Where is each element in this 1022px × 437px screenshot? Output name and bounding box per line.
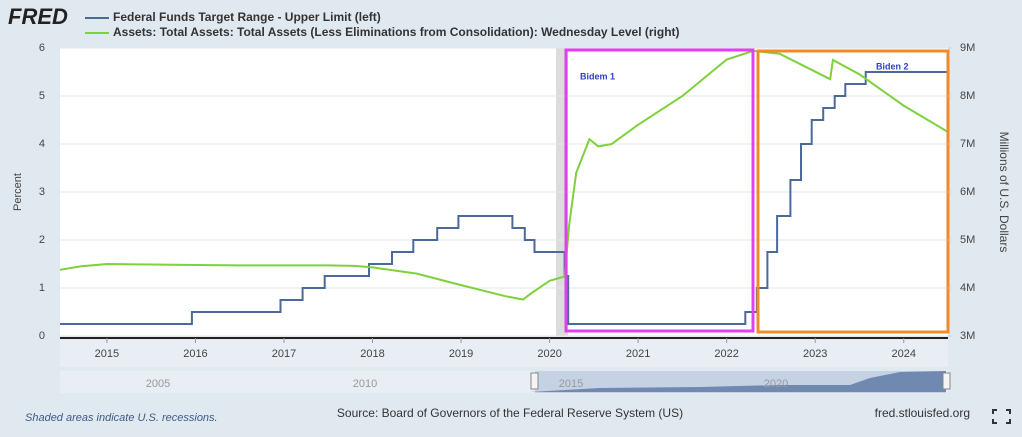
x-tick-label: 2023: [803, 348, 827, 360]
x-tick-label: 2015: [95, 348, 119, 360]
x-tick-label: 2019: [449, 348, 473, 360]
x-tick-label: 2024: [891, 348, 915, 360]
y-tick-label: 1: [39, 282, 45, 294]
y-tick-label: 6: [39, 42, 45, 54]
y-tick-label: 5: [39, 90, 45, 102]
y-tick-label: 4: [39, 138, 45, 150]
y2-tick-label: 6M: [960, 186, 975, 198]
navigator-label: 2010: [353, 378, 377, 390]
x-tick-label: 2018: [360, 348, 384, 360]
navigator-label: 2005: [146, 378, 170, 390]
y2-tick-label: 7M: [960, 138, 975, 150]
source-url: fred.stlouisfed.org: [875, 406, 970, 420]
y-axis-label: Percent: [12, 173, 24, 211]
source: Source: Board of Governors of the Federa…: [337, 406, 683, 420]
y-tick-label: 3: [39, 186, 45, 198]
annotation: Bidem 1: [580, 71, 615, 81]
legend-label: Assets: Total Assets: Total Assets (Less…: [113, 25, 680, 39]
navigator-area: [60, 371, 946, 392]
x-axis-band: [60, 340, 948, 367]
navigator-handle[interactable]: [942, 372, 951, 390]
navigator-label: 2015: [559, 378, 583, 390]
highlight-box: [564, 48, 755, 333]
x-tick-label: 2016: [183, 348, 207, 360]
logo: FRED: [8, 4, 68, 29]
y2-tick-label: 9M: [960, 42, 975, 54]
x-tick-label: 2021: [626, 348, 650, 360]
legend-label: Federal Funds Target Range - Upper Limit…: [113, 10, 381, 24]
y2-tick-label: 4M: [960, 282, 975, 294]
x-tick-label: 2022: [714, 348, 738, 360]
y2-tick-label: 3M: [960, 330, 975, 342]
annotation: Biden 2: [876, 61, 909, 71]
x-tick-label: 2020: [537, 348, 561, 360]
x-tick-label: 2017: [272, 348, 296, 360]
y2-tick-label: 5M: [960, 234, 975, 246]
y2-tick-label: 8M: [960, 90, 975, 102]
recession-note: Shaded areas indicate U.S. recessions.: [25, 412, 218, 424]
fullscreen-icon[interactable]: [992, 409, 1011, 424]
y-tick-label: 0: [39, 330, 45, 342]
y-tick-label: 2: [39, 234, 45, 246]
navigator-handle[interactable]: [530, 372, 539, 390]
y2-axis-label: Millions of U.S. Dollars: [997, 132, 1011, 253]
navigator-label: 2020: [764, 378, 788, 390]
